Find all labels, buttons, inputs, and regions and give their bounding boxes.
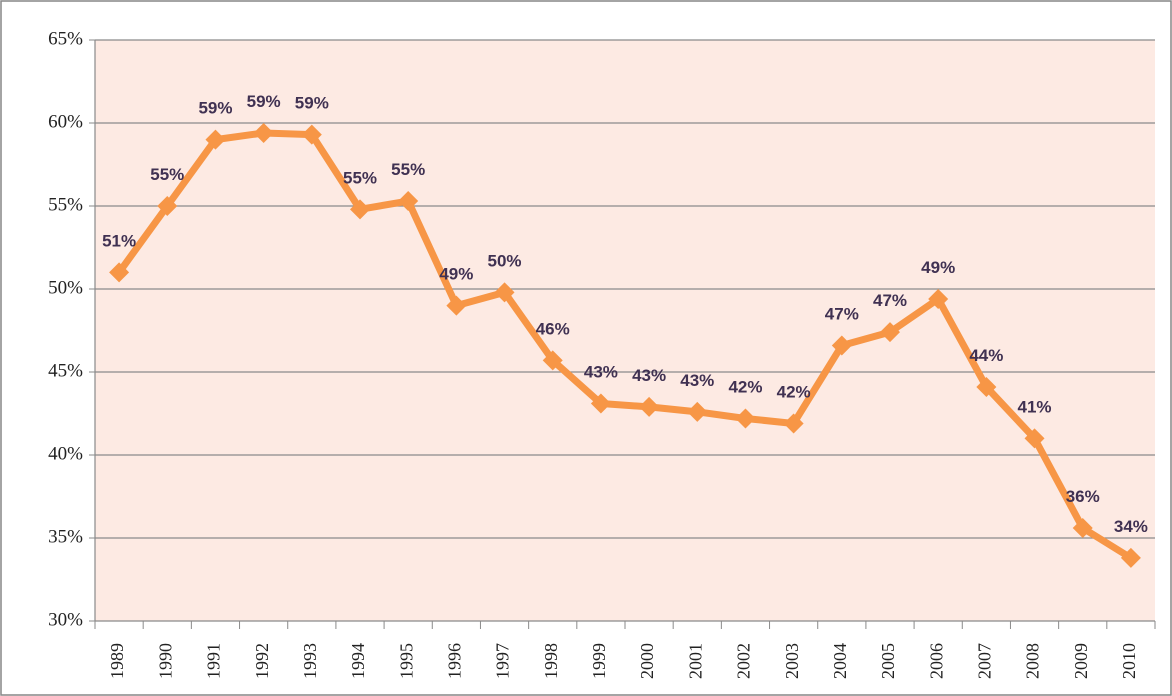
y-tick-label: 40% — [48, 443, 83, 464]
data-label: 46% — [536, 319, 570, 338]
data-label: 42% — [728, 377, 762, 396]
y-tick-label: 65% — [48, 28, 83, 49]
data-label: 55% — [343, 168, 377, 187]
data-label: 34% — [1114, 517, 1148, 536]
data-label: 49% — [439, 265, 473, 284]
marker — [639, 396, 660, 417]
data-label: 59% — [198, 99, 232, 118]
data-label: 44% — [969, 346, 1003, 365]
marker — [205, 129, 226, 150]
data-label: 55% — [150, 165, 184, 184]
x-tick-label: 1989 — [107, 643, 127, 679]
marker — [1120, 547, 1141, 568]
marker — [494, 282, 515, 303]
data-label: 43% — [584, 363, 618, 382]
marker — [1024, 428, 1045, 449]
data-label: 51% — [102, 231, 136, 250]
x-tick-label: 1990 — [155, 643, 175, 679]
plot-area — [95, 40, 1155, 621]
data-label: 59% — [295, 94, 329, 113]
marker — [446, 295, 467, 316]
data-label: 36% — [1066, 487, 1100, 506]
x-tick-label: 2004 — [830, 643, 850, 679]
marker — [542, 350, 563, 371]
x-tick-label: 2001 — [685, 643, 705, 679]
x-tick-label: 2000 — [637, 643, 657, 679]
marker — [398, 191, 419, 212]
marker — [928, 288, 949, 309]
x-tick-label: 1993 — [300, 643, 320, 679]
x-tick-label: 1997 — [493, 643, 513, 679]
marker — [157, 196, 178, 216]
marker — [590, 393, 611, 414]
data-label: 42% — [777, 382, 811, 401]
x-tick-label: 2008 — [1023, 643, 1043, 679]
data-label: 43% — [680, 371, 714, 390]
y-tick-label: 35% — [48, 526, 83, 547]
marker — [976, 376, 997, 397]
marker — [253, 122, 274, 143]
marker — [735, 408, 756, 429]
x-tick-label: 1998 — [541, 643, 561, 679]
marker — [301, 124, 322, 145]
data-label: 47% — [873, 291, 907, 310]
marker — [109, 262, 130, 283]
x-tick-label: 2010 — [1119, 643, 1139, 679]
y-tick-label: 50% — [48, 277, 83, 298]
x-tick-label: 1994 — [348, 643, 368, 679]
data-label: 50% — [488, 251, 522, 270]
data-label: 59% — [247, 92, 281, 111]
data-label: 47% — [825, 304, 859, 323]
y-tick-label: 45% — [48, 360, 83, 381]
marker — [1072, 518, 1093, 539]
data-label: 55% — [391, 160, 425, 179]
x-tick-label: 2007 — [974, 643, 994, 679]
data-label: 43% — [632, 366, 666, 385]
data-label: 41% — [1018, 397, 1052, 416]
x-tick-label: 2003 — [782, 643, 802, 679]
x-tick-label: 2005 — [878, 643, 898, 679]
x-tick-label: 2002 — [734, 643, 754, 679]
x-tick-label: 2006 — [926, 643, 946, 679]
marker — [831, 335, 852, 356]
y-tick-label: 60% — [48, 111, 83, 132]
x-tick-label: 1999 — [589, 643, 609, 679]
marker — [783, 413, 804, 434]
x-tick-label: 2009 — [1071, 643, 1091, 679]
x-tick-label: 1996 — [444, 643, 464, 679]
series-line — [116, 129, 1133, 561]
x-tick-label: 1991 — [204, 643, 224, 679]
x-tick-label: 1995 — [396, 643, 416, 679]
marker — [687, 401, 708, 422]
y-tick-label: 55% — [48, 194, 83, 215]
marker — [350, 199, 370, 220]
marker — [880, 322, 900, 343]
x-tick-label: 1992 — [252, 643, 272, 679]
y-tick-label: 30% — [48, 609, 83, 630]
data-label: 49% — [921, 258, 955, 277]
